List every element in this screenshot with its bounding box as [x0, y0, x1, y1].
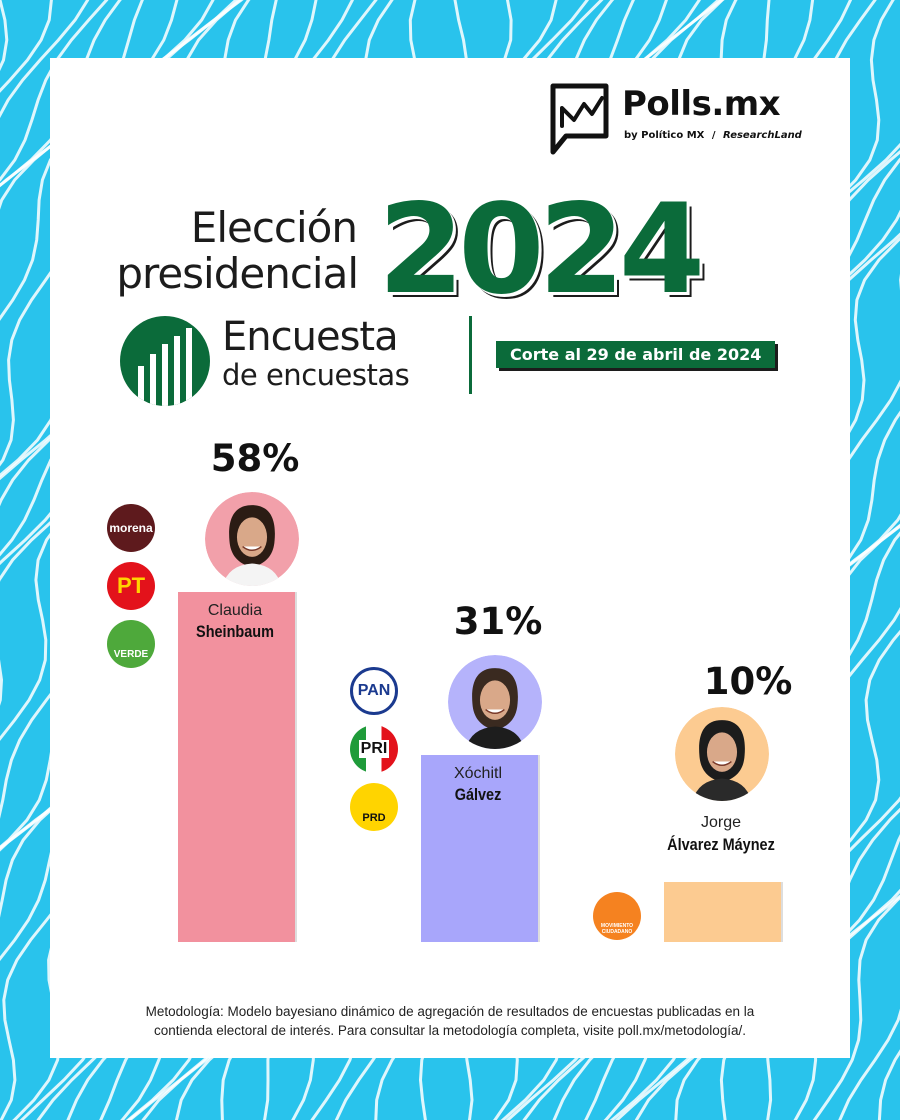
- pri-logo-icon: PRI: [350, 725, 398, 773]
- candidate-photo-3: [675, 707, 769, 801]
- infographic-card: Polls.mx by Político MX / ResearchLand E…: [50, 58, 850, 1058]
- verde-logo-icon: VERDE: [107, 620, 155, 668]
- title-line2: presidencial: [116, 249, 359, 298]
- candidate-first-name-2: Xóchitl: [453, 765, 503, 782]
- encuesta-logo-icon: [120, 316, 210, 406]
- bar-1: [175, 592, 297, 942]
- candidate-first-name-1: Claudia: [207, 602, 263, 619]
- pan-logo-icon: PAN: [350, 667, 398, 715]
- value-label-1: 58%: [210, 437, 300, 480]
- methodology-note: Metodología: Modelo bayesiano dinámico d…: [80, 1002, 820, 1040]
- value-label-2: 31%: [453, 600, 543, 643]
- brand-separator: /: [711, 130, 716, 141]
- candidate-photo-1: [205, 492, 299, 586]
- pt-logo-icon: PT: [107, 562, 155, 610]
- title-line1: Elección: [190, 203, 358, 252]
- brand-name: Polls.mx: [622, 84, 781, 124]
- value-label-3: 10%: [703, 660, 793, 703]
- mc-logo-icon: MOVIMIENTO CIUDADANO: [593, 892, 641, 940]
- candidate-last-name-3: Álvarez Máynez: [667, 835, 775, 854]
- methodology-line2: contienda electoral de interés. Para con…: [153, 1023, 747, 1038]
- bar-2: [418, 755, 540, 942]
- prd-logo-icon: PRD: [350, 783, 398, 831]
- candidate-first-name-3: Jorge: [700, 814, 742, 831]
- candidate-last-name-2: Gálvez: [454, 785, 502, 804]
- brand-sub-left: by Político MX: [624, 130, 705, 141]
- date-badge: Corte al 29 de abril de 2024: [496, 341, 776, 368]
- brand-subtitle: by Político MX / ResearchLand: [624, 130, 802, 141]
- polls-logo-icon: [550, 83, 609, 155]
- chart-area: 58% Claudia Sheinbaum morena PT VERDE 31% Xóchi…: [50, 58, 850, 1058]
- morena-logo-icon: morena: [107, 504, 155, 552]
- subtitle-line1: Encuesta: [222, 314, 399, 360]
- methodology-line1: Metodología: Modelo bayesiano dinámico d…: [145, 1004, 755, 1019]
- candidate-last-name-1: Sheinbaum: [196, 622, 274, 641]
- brand-sub-right: ResearchLand: [723, 130, 802, 141]
- subtitle-divider: [469, 316, 472, 394]
- bar-3: [661, 882, 783, 942]
- title-year: 2024: [378, 178, 705, 322]
- candidate-photo-2: [448, 655, 542, 749]
- subtitle-line2: de encuestas: [222, 358, 410, 392]
